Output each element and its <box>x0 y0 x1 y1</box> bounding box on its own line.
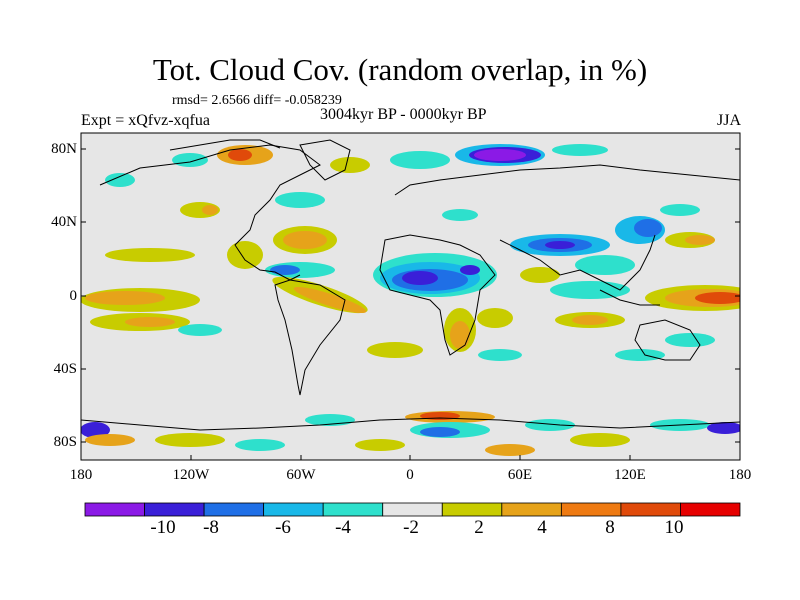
lon-tick-60w: 60W <box>286 467 316 483</box>
lat-tick-80n: 80N <box>51 141 77 157</box>
lon-tick-120e: 120E <box>614 467 646 483</box>
experiment-label: Expt = xQfvz-xqfua <box>81 112 210 129</box>
legend-label-5: -2 <box>403 517 419 538</box>
legend-box <box>382 502 443 517</box>
legend-label-1: -10 <box>150 517 176 538</box>
legend-box <box>322 502 384 517</box>
lat-tick-0: 0 <box>69 288 78 304</box>
anomaly-shading <box>81 144 740 456</box>
legend-label-2: -8 <box>203 517 219 538</box>
lat-tick-40s: 40S <box>53 361 77 377</box>
legend-box <box>144 502 205 517</box>
lon-tick-120w: 120W <box>172 467 210 483</box>
stats-text: rmsd= 2.6566 diff= -0.058239 <box>172 93 342 108</box>
lon-tick-180w: 180 <box>69 467 93 483</box>
legend-label-7: 4 <box>537 517 547 538</box>
legend-label-3: -6 <box>275 517 291 538</box>
lat-tick-40n: 40N <box>51 214 77 230</box>
legend-box <box>680 502 741 517</box>
legend-box <box>84 502 145 517</box>
season-label: JJA <box>716 112 741 129</box>
legend-box <box>263 502 324 517</box>
period-label: 3004kyr BP - 0000kyr BP <box>320 106 487 123</box>
lon-tick-60e: 60E <box>507 467 533 483</box>
legend-label-6: 2 <box>474 517 484 538</box>
lon-tick-0: 0 <box>406 467 414 483</box>
coastlines <box>81 139 740 431</box>
plot-title: Tot. Cloud Cov. (random overlap, in %) <box>152 52 648 87</box>
lat-tick-80s: 80S <box>53 434 77 450</box>
legend-box <box>560 502 622 517</box>
lon-tick-180e: 180 <box>728 467 752 483</box>
legend-label-8: 8 <box>605 517 615 538</box>
legend-box <box>501 502 562 517</box>
tick-marks <box>80 148 741 460</box>
legend-box <box>203 502 265 517</box>
legend-box <box>620 502 681 517</box>
legend-label-9: 10 <box>664 517 684 538</box>
legend-label-4: -4 <box>335 517 351 538</box>
legend-box <box>441 502 503 517</box>
